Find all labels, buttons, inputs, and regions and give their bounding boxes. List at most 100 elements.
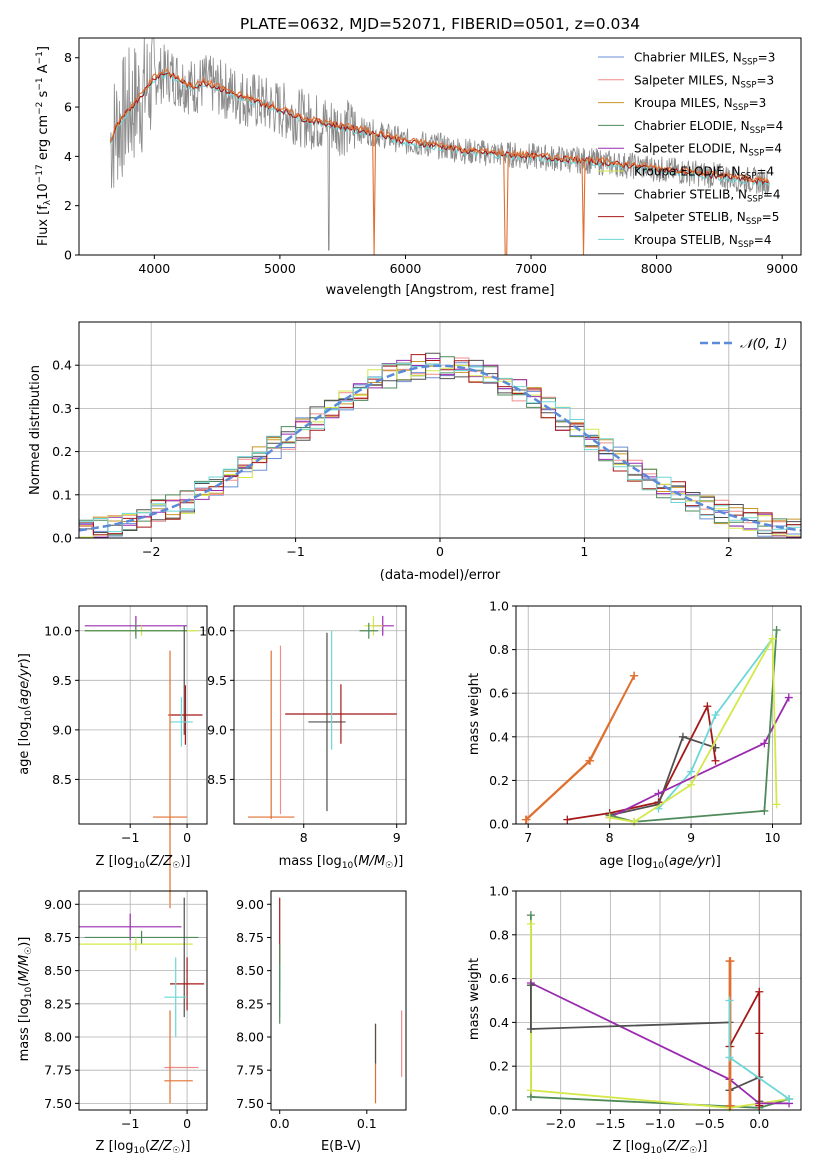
z-age-ylabel: age [log10(age/yr)]	[17, 653, 34, 775]
spectrum-xtick-label: 4000	[138, 261, 170, 276]
z-age-ytick-label: 8.5	[52, 772, 72, 787]
age-weight-marker	[687, 767, 696, 776]
age-weight-marker	[768, 634, 777, 643]
spectrum-ytick-label: 8	[64, 50, 72, 65]
mass-age-ytick-label: 10.0	[199, 623, 227, 638]
age-weight-series-line	[609, 697, 790, 819]
z-weight-series-line	[530, 982, 790, 1105]
z-weight-marker	[725, 1053, 734, 1062]
z-age-xtick-label: 0	[183, 830, 191, 845]
residual-legend: 𝒩(0, 1)	[700, 337, 787, 352]
z-weight-marker	[526, 1086, 535, 1095]
mass-age-xtick-label: 8	[300, 830, 308, 845]
mass-age-frame	[233, 605, 407, 825]
model-spectrum-kroupa-miles	[109, 67, 770, 255]
z-mass-ytick-label: 7.75	[44, 1063, 72, 1078]
z-mass-frame	[78, 890, 208, 1111]
ebv-mass-ytick-label: 8.75	[236, 930, 264, 945]
z-age-frame	[78, 605, 208, 825]
ebv-mass-xtick-label: 0.1	[357, 1116, 377, 1131]
z-age-xtick-label: −1	[121, 830, 139, 845]
z-weight-panel: −2.0 −1.5 −1.0 −0.5 0.0 0.0 0.2 0.4 0.6 0.8 1.0	[489, 884, 802, 1131]
spectrum-xtick-label: 8000	[641, 261, 673, 276]
legend-label: Salpeter STELIB, NSSP=5	[634, 210, 779, 227]
z-mass-ytick-label: 8.50	[44, 963, 72, 978]
age-weight-xtick-label: 10	[765, 830, 781, 845]
ebv-mass-ytick-label: 9.00	[236, 897, 264, 912]
z-weight-xtick-label: 0.0	[749, 1116, 769, 1131]
spectrum-xtick-label: 6000	[390, 261, 422, 276]
age-weight-marker	[563, 815, 572, 824]
residual-xtick-label: 2	[725, 544, 733, 559]
z-weight-marker	[785, 1095, 794, 1104]
age-weight-marker	[784, 693, 793, 702]
residual-ylabel: Normed distribution	[28, 365, 43, 495]
z-weight-marker	[526, 919, 535, 928]
spectrum-ytick-label: 4	[64, 149, 72, 164]
z-weight-ytick-label: 0.2	[489, 1059, 509, 1074]
mass-age-ytick-label: 9.0	[207, 722, 227, 737]
age-weight-ytick-label: 0.0	[489, 817, 509, 832]
z-weight-ytick-label: 1.0	[489, 884, 509, 899]
z-weight-marker	[526, 1024, 535, 1033]
age-weight-marker	[711, 711, 720, 719]
age-weight-marker	[772, 800, 781, 809]
residual-ytick-label: 0.2	[52, 444, 72, 459]
z-weight-marker	[725, 996, 734, 1005]
z-age-xlabel: Z [log10(Z/Z☉)]	[96, 854, 191, 871]
z-mass-ylabel: mass [log10(M/M☉)]	[17, 937, 34, 1062]
age-weight-series-line	[609, 735, 716, 817]
z-weight-frame	[515, 890, 802, 1111]
age-weight-marker	[605, 813, 614, 822]
age-weight-marker	[772, 625, 781, 634]
spectrum-ytick-label: 0	[64, 248, 72, 263]
z-mass-ytick-label: 7.50	[44, 1096, 72, 1111]
z-age-ytick-label: 9.5	[52, 673, 72, 688]
ebv-mass-ytick-label: 8.00	[236, 1030, 264, 1045]
residual-xlabel: (data-model)/error	[380, 568, 501, 583]
age-weight-marker	[760, 806, 769, 815]
z-mass-ytick-label: 8.75	[44, 930, 72, 945]
ebv-mass-ytick-label: 8.25	[236, 996, 264, 1011]
legend-label: Kroupa STELIB, NSSP=4	[634, 233, 772, 250]
figure-title: PLATE=0632, MJD=52071, FIBERID=0501, z=0…	[240, 15, 640, 33]
z-mass-ytick-label: 8.00	[44, 1030, 72, 1045]
z-age-ytick-label: 9.0	[52, 722, 72, 737]
age-weight-xtick-label: 9	[687, 830, 695, 845]
z-weight-xtick-label: −1.5	[595, 1116, 625, 1131]
age-weight-xtick-label: 8	[606, 830, 614, 845]
mass-age-xlabel: mass [log10(M/M☉)]	[279, 854, 404, 871]
ebv-mass-ytick-label: 7.75	[236, 1063, 264, 1078]
spectrum-xtick-label: 9000	[766, 261, 798, 276]
age-weight-marker	[711, 756, 720, 765]
z-weight-marker	[755, 1101, 764, 1110]
residual-xtick-label: 1	[580, 544, 588, 559]
ebv-mass-xlabel: E(B-V)	[321, 1139, 361, 1154]
age-weight-ytick-label: 0.8	[489, 642, 509, 657]
mass-age-panel: 8 9 8.5 9.0 9.5 10.0	[199, 605, 407, 845]
z-weight-marker	[526, 911, 535, 920]
mass-age-ytick-label: 8.5	[207, 772, 227, 787]
z-weight-series-line	[728, 991, 761, 1106]
residual-panel: −2 −1 0 1 2 0.0 0.1 0.2 0.3 0.4 𝒩(0, 1) (data-mod…	[28, 321, 802, 583]
legend-label: Kroupa MILES, NSSP=3	[634, 96, 766, 113]
z-weight-xtick-label: −0.5	[694, 1116, 724, 1131]
z-weight-ytick-label: 0.4	[489, 1015, 509, 1030]
z-weight-ytick-label: 0.0	[489, 1103, 509, 1118]
data-spectrum-path	[110, 38, 770, 251]
residual-ytick-label: 0.1	[52, 487, 72, 502]
residual-ytick-label: 0.3	[52, 401, 72, 416]
z-age-panel: −1 0 8.5 9.0 9.5 10.0	[44, 605, 208, 909]
svg-text:𝒩(0, 1): 𝒩(0, 1)	[740, 337, 787, 352]
residual-ytick-label: 0.4	[52, 358, 72, 373]
z-weight-ylabel: mass weight	[467, 958, 482, 1040]
age-weight-ylabel: mass weight	[467, 673, 482, 755]
residual-ytick-label: 0.0	[52, 531, 72, 546]
spectrum-legend: Chabrier MILES, NSSP=3 Salpeter MILES, NS…	[598, 51, 783, 250]
legend-label: Salpeter ELODIE, NSSP=4	[634, 142, 782, 159]
mass-age-xtick-label: 9	[393, 830, 401, 845]
age-weight-panel: 7 8 9 10 0.0 0.2 0.4 0.6 0.8 1.0	[489, 599, 802, 845]
spectrum-xtick-label: 7000	[515, 261, 547, 276]
z-weight-xlabel: Z [log10(Z/Z☉)]	[613, 1139, 708, 1156]
